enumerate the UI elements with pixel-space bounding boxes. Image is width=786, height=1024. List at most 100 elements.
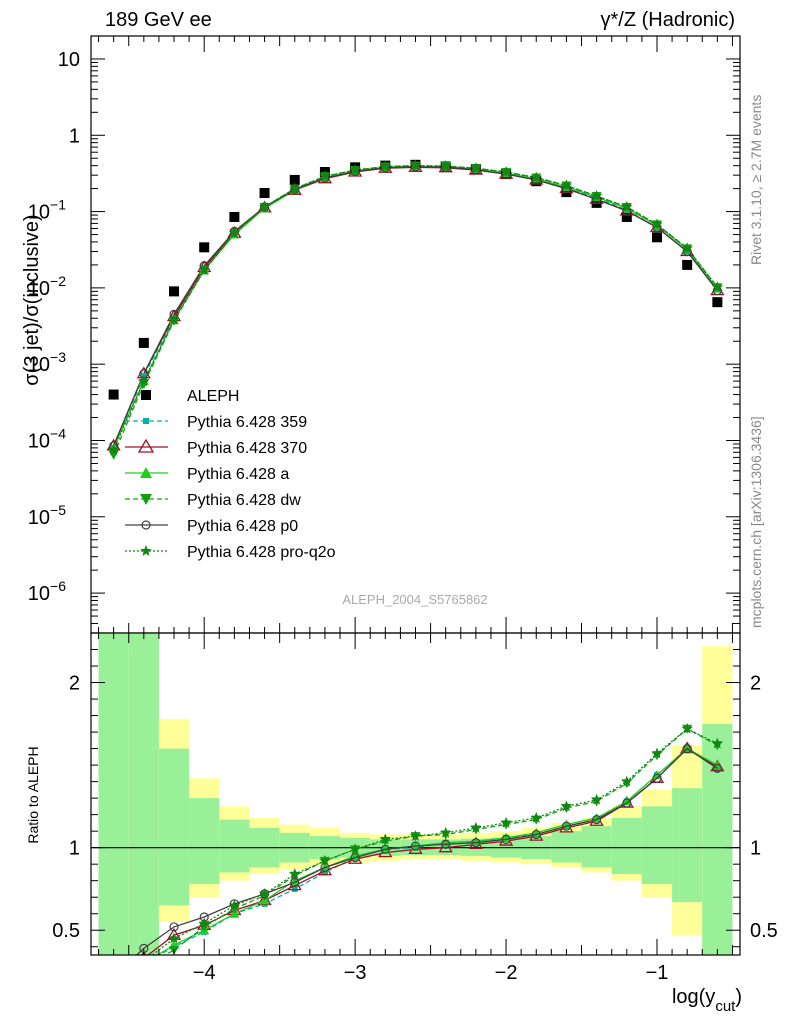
aleph-point [259, 188, 270, 199]
pq2o-point [168, 932, 180, 944]
y-tick-label: 10−2 [28, 273, 66, 300]
pq2o-point [440, 826, 452, 838]
pp0-point [410, 841, 421, 851]
pq2o-point [530, 811, 542, 823]
pq2o-point [349, 164, 361, 175]
pq2o-point [258, 887, 271, 899]
legend-label: Pythia 6.428 359 [187, 414, 307, 431]
pq2o-point [409, 830, 422, 841]
legend-label: Pythia 6.428 370 [187, 440, 307, 457]
pa-point [621, 796, 632, 806]
pq2o-point [228, 227, 241, 239]
pq2o-point [651, 747, 663, 759]
aleph-point [651, 232, 662, 243]
p370-point [108, 970, 120, 980]
pq2o-point [409, 159, 422, 171]
green-band-bin [581, 826, 612, 868]
pq2o-point [621, 200, 633, 212]
pp0-point [471, 838, 481, 848]
pq2o-point [440, 160, 452, 171]
y-tick-label: 10−3 [28, 349, 66, 376]
pdw-point [109, 982, 119, 991]
aleph-point [169, 286, 180, 297]
pp0-point [592, 814, 602, 825]
ratio-line [135, 747, 718, 955]
ratio-y-label-left: 2 [69, 673, 80, 695]
green-band-bin [672, 788, 703, 903]
p370-point [317, 171, 333, 184]
ratio-panel: −4 −3 −2 −1 0.5 0.5 1 1 2 2 [52, 632, 778, 991]
header-left: 189 GeV ee [105, 9, 212, 31]
aleph-point [682, 259, 693, 270]
y-tick-label: 10 [58, 49, 80, 71]
green-band-bin [702, 723, 733, 955]
pp0-point [531, 829, 541, 840]
pq2o-point [681, 722, 693, 734]
aleph-point [229, 211, 240, 222]
pp0-point [169, 922, 179, 932]
pq2o-point [500, 816, 512, 828]
y-tick-label: 10−4 [28, 425, 66, 452]
ratio-y-label-right: 2 [750, 673, 761, 695]
pq2o-point [621, 775, 633, 787]
pp0-point [350, 852, 360, 863]
pp0-point [712, 763, 722, 774]
aleph-point [712, 297, 723, 308]
pq2o-point [500, 166, 512, 177]
ratio-series-group [108, 722, 725, 991]
pp0-point [682, 743, 692, 754]
green-band-bin [98, 633, 129, 955]
legend-label: ALEPH [187, 388, 239, 405]
green-band-bin [551, 831, 582, 863]
pq2o-point [560, 179, 573, 191]
pq2o-point [470, 821, 482, 833]
aleph-point [108, 389, 119, 400]
y-tick-exp: −5 [50, 502, 66, 518]
pq2o-point [289, 182, 301, 194]
legend-label: Pythia 6.428 dw [187, 492, 301, 509]
y-tick-label: 10−1 [28, 197, 66, 224]
pp0-point [652, 773, 662, 783]
x-tick-label: −3 [344, 962, 367, 984]
aleph-point [141, 390, 151, 400]
main-panel: 10−6 10−5 10−4 10−3 10−2 10−1 1 10 [28, 35, 741, 634]
aleph-point [138, 337, 149, 348]
ratio-line [151, 728, 718, 955]
pp0-point [380, 844, 390, 854]
p359-point [111, 977, 117, 983]
aleph-point [621, 211, 632, 222]
pq2o-point [711, 281, 724, 293]
mcplots-label: mcplots.cern.ch [arXiv:1306.3436] [748, 416, 764, 628]
main-y-title-text: σ(3 jet)/σ(inclusive) [21, 214, 43, 385]
p359-point [291, 885, 298, 892]
pq2o-point [198, 917, 210, 929]
pa-point [350, 850, 361, 860]
legend-label: Pythia 6.428 pro-q2o [187, 544, 336, 561]
ratio-y-label-right: 0.5 [750, 920, 778, 942]
pq2o-point [349, 843, 361, 855]
y-tick-exp: −3 [50, 349, 66, 365]
pq2o-point [138, 375, 150, 386]
green-band-bin [158, 748, 190, 906]
pa-point [109, 975, 119, 984]
green-band-bin [189, 798, 220, 884]
pq2o-point [198, 264, 210, 276]
pp0-point [290, 877, 300, 887]
green-band-bin [641, 806, 673, 884]
main-line [113, 164, 718, 456]
pp0-point [110, 972, 118, 980]
x-tick-label: −2 [495, 962, 518, 984]
p359-point [141, 960, 147, 966]
pq2o-point [379, 833, 391, 845]
y-tick-label: 10−6 [28, 578, 66, 605]
pq2o-point [289, 868, 301, 879]
pq2o-point [319, 854, 331, 866]
pq2o-point [651, 218, 663, 230]
p359-point [321, 869, 328, 876]
green-band-bin [611, 817, 642, 875]
pq2o-point [107, 444, 120, 455]
ratio-y-label-right: 1 [750, 838, 761, 860]
green-band-bin [128, 633, 159, 955]
p370-point [137, 438, 155, 453]
